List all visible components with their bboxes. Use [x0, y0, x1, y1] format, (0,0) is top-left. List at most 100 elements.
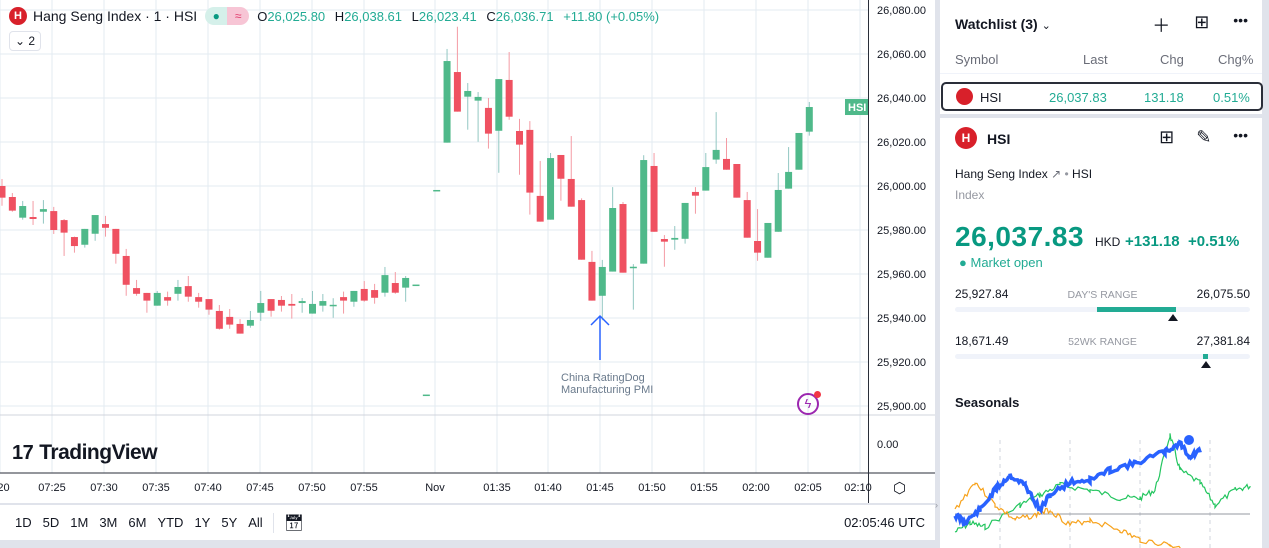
range-5d[interactable]: 5D: [42, 515, 60, 530]
external-link-icon: ↗: [1051, 167, 1062, 181]
event-label: Manufacturing PMI: [561, 384, 653, 396]
range-1m[interactable]: 1M: [70, 515, 89, 530]
market-open-dot-icon: ●: [205, 7, 228, 25]
divider: [272, 512, 274, 533]
candle-down: [205, 299, 213, 310]
hsi-logo: H: [955, 127, 977, 149]
candle-up: [598, 266, 606, 296]
seasonals-title[interactable]: Seasonals: [955, 395, 1020, 410]
watchlist-row[interactable]: HSI 26,037.83 131.18 0.51%: [941, 82, 1263, 111]
market-status[interactable]: ● Market open: [959, 255, 1043, 270]
time-axis-label: 07:55: [350, 482, 378, 494]
candle-up: [712, 149, 720, 160]
last-price: 26,037.83: [955, 221, 1085, 252]
candle-down: [50, 211, 58, 230]
candle-down: [660, 239, 668, 242]
seasonals-line-orange: [954, 482, 1181, 548]
range-6m[interactable]: 6M: [128, 515, 147, 530]
candle-up: [174, 286, 182, 294]
event-label: China RatingDog: [561, 372, 645, 384]
candle-up: [474, 96, 482, 101]
candle-up: [91, 215, 99, 234]
candle-up: [298, 301, 306, 304]
time-axis-label: 07:35: [142, 482, 170, 494]
add-symbol-plus-icon[interactable]: ＋: [1152, 16, 1171, 36]
chart-area[interactable]: 26,080.00 26,060.00 26,040.00 26,020.00 26,0…: [0, 0, 935, 503]
market-status-pill[interactable]: ● ≈: [205, 7, 250, 25]
candle-down: [164, 297, 172, 301]
detail-symbol[interactable]: HSI: [987, 131, 1011, 147]
current-price-marker-icon: [1200, 361, 1211, 368]
candle-up: [309, 303, 316, 314]
price-tag-label: HSI: [848, 102, 866, 114]
candle-down: [288, 303, 296, 306]
ohlc-values: O26,025.80 H26,038.61 L26,023.41 C26,036…: [257, 8, 660, 24]
sub-pane-value: 0.00: [877, 439, 898, 451]
candle-down: [557, 154, 565, 179]
collapse-panel-chevron-icon[interactable]: ›: [935, 500, 938, 510]
candle-up: [433, 189, 441, 192]
time-axis-label: 07:45: [246, 482, 274, 494]
price-axis-label: 26,040.00: [877, 93, 926, 105]
candle-down: [340, 297, 348, 301]
candlestick-chart[interactable]: 26,080.00 26,060.00 26,040.00 26,020.00 26,0…: [0, 0, 935, 503]
price-axis-label: 26,060.00: [877, 49, 926, 61]
candle-down: [60, 220, 68, 233]
range-all[interactable]: All: [248, 515, 263, 530]
utc-clock[interactable]: 02:05:46 UTC: [844, 515, 925, 530]
hsi-logo: [956, 88, 973, 105]
event-arrow-head-icon: [590, 314, 610, 326]
candle-down: [371, 290, 379, 298]
range-3m[interactable]: 3M: [99, 515, 118, 530]
price-tag: [845, 99, 868, 116]
tradingview-logo[interactable]: 17 TradingView: [12, 441, 158, 464]
layout-grid-icon[interactable]: ⊞: [1159, 127, 1175, 147]
more-options-icon[interactable]: •••: [1233, 12, 1248, 28]
time-axis-label: 07:40: [194, 482, 222, 494]
time-axis-label: 07:30: [90, 482, 118, 494]
advanced-view-table-icon[interactable]: ⊞: [1194, 12, 1210, 32]
price-axis-label: 25,960.00: [877, 269, 926, 281]
time-axis-label: 02:05: [794, 482, 822, 494]
lightning-alert-icon[interactable]: ϟ: [797, 391, 821, 415]
candle-up: [785, 171, 793, 189]
candle-up: [774, 189, 782, 232]
candle-up: [39, 209, 47, 212]
range-ytd[interactable]: YTD: [157, 515, 184, 530]
candle-down: [360, 288, 368, 301]
price-axis-label: 26,080.00: [877, 5, 926, 17]
symbol-title[interactable]: Hang Seng Index · 1 · HSI: [33, 8, 198, 24]
candle-up: [547, 158, 555, 220]
range-5y[interactable]: 5Y: [221, 515, 238, 530]
collapse-indicators-button[interactable]: ⌄ 2: [9, 31, 42, 51]
candle-down: [215, 310, 223, 329]
settings-hexagon-icon[interactable]: ⬡: [893, 480, 907, 497]
seasonals-line-green: [954, 433, 1251, 533]
candle-up: [609, 208, 617, 272]
watchlist-header: Symbol Last Chg Chg%: [940, 52, 1262, 74]
range-1d[interactable]: 1D: [15, 515, 32, 530]
candle-up: [81, 228, 89, 245]
chevron-down-icon: ⌄: [1041, 20, 1051, 32]
candle-down: [133, 288, 141, 294]
more-options-icon[interactable]: •••: [1233, 127, 1248, 143]
candle-down: [619, 204, 627, 273]
candle-down: [484, 107, 492, 134]
candle-up: [319, 301, 327, 306]
seasonals-chart[interactable]: [940, 415, 1262, 548]
candle-up: [702, 167, 710, 191]
range-1y[interactable]: 1Y: [194, 515, 211, 530]
currency: HKD: [1095, 235, 1121, 249]
watchlist-title[interactable]: Watchlist (3) ⌄: [955, 16, 1051, 32]
candle-down: [143, 292, 151, 301]
candle-down: [526, 129, 534, 193]
candle-up: [402, 277, 410, 288]
candle-up: [681, 202, 689, 239]
symbol-full-name[interactable]: Hang Seng Index ↗ • HSI: [955, 167, 1093, 181]
edit-note-icon[interactable]: ✎: [1196, 127, 1212, 147]
candle-down: [754, 241, 762, 253]
seasonals-line-current-year: [953, 439, 1202, 528]
candle-down: [453, 72, 461, 112]
days-range-fill: [1096, 307, 1177, 312]
goto-date-calendar-icon[interactable]: 📅︎: [283, 514, 305, 532]
